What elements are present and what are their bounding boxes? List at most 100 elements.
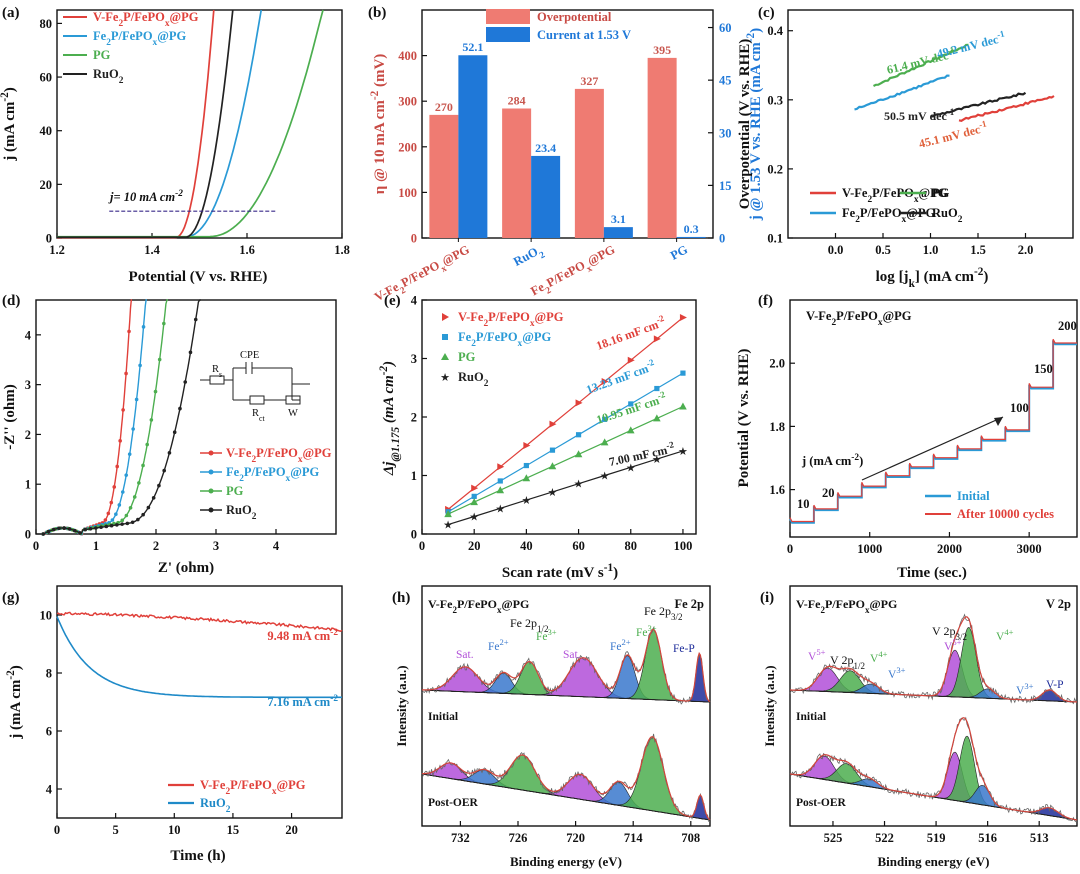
y-tick-label: 45 <box>719 74 732 88</box>
y-axis-label: j (mA cm-2) <box>0 87 18 162</box>
y-tick-label: 80 <box>40 17 53 31</box>
x-tick-label: 732 <box>451 831 470 845</box>
legend-entry: RuO2 <box>932 206 963 225</box>
data-marker <box>132 495 137 499</box>
y-axis-label-left: η @ 10 mA cm-2 (mV) <box>369 54 388 195</box>
bar-current <box>531 155 561 238</box>
data-label: 327 <box>580 74 598 88</box>
peak-label: V5+ <box>808 647 826 663</box>
y-tick-label: 1 <box>411 469 417 483</box>
x-tick-label: 2.0 <box>1018 243 1034 257</box>
data-marker <box>157 483 161 488</box>
x-axis-label: Potential (V vs. RHE) <box>129 269 268 285</box>
data-marker <box>153 389 158 394</box>
bar-overpotential <box>429 114 459 238</box>
panel-d: (d) 0 1 2 3 4 0 1 2 3 4 Z' (ohm) -Z'' (ohm) CPE Rs Rct W… <box>2 293 337 576</box>
data-marker <box>115 464 119 469</box>
legend-entry: PG <box>93 48 111 62</box>
legend-marker <box>208 450 214 456</box>
data-marker <box>114 512 118 517</box>
y-tick-label: 3 <box>411 352 417 366</box>
sample-label: V-Fe2P/FePOx@PG <box>428 597 529 615</box>
x-tick-label: 0 <box>419 539 425 553</box>
data-label: 270 <box>435 100 453 114</box>
y-tick-label: 0 <box>411 528 417 542</box>
data-marker <box>121 408 125 412</box>
bar-overpotential <box>574 88 604 238</box>
data-marker <box>109 523 114 528</box>
data-marker <box>470 498 478 506</box>
condition-label: Initial <box>428 711 458 723</box>
y-tick-label: 2 <box>411 411 417 425</box>
envelope-fit <box>790 616 1078 703</box>
data-marker <box>162 321 166 326</box>
stability-line-1 <box>56 616 342 699</box>
data-marker: ★ <box>626 462 636 474</box>
fit-line-2 <box>447 405 684 515</box>
legend-marker <box>208 507 214 513</box>
y-tick-label: 30 <box>719 126 732 140</box>
y-axis-label: j (mA cm-2) <box>5 665 24 740</box>
data-marker: ★ <box>495 503 505 515</box>
peak-label: Fe2+ <box>610 637 631 653</box>
legend-marker <box>441 353 449 360</box>
data-label: 395 <box>653 43 671 57</box>
panel-label: (a) <box>2 5 20 21</box>
data-marker <box>145 442 149 447</box>
x-tick-label: 1 <box>93 539 99 553</box>
data-marker <box>115 523 119 527</box>
data-marker <box>653 335 661 343</box>
x-tick-label: 708 <box>681 831 700 845</box>
data-marker: ★ <box>652 454 662 466</box>
end-value-label: 9.48 mA cm-2 <box>267 628 338 643</box>
y-tick-label: 20 <box>40 178 53 192</box>
data-marker <box>138 363 142 368</box>
background-line <box>422 689 710 703</box>
x-tick-label: 1000 <box>857 542 882 556</box>
data-marker <box>178 406 182 411</box>
data-marker <box>444 510 452 518</box>
data-marker <box>134 397 139 402</box>
data-marker <box>127 329 131 334</box>
condition-label: Initial <box>796 711 826 723</box>
data-marker <box>680 370 686 376</box>
peak-label: Fe-P <box>673 643 695 655</box>
plot-frame <box>421 585 711 827</box>
nyquist-line-0 <box>42 299 132 535</box>
peak-label: Fe 2p1/2 <box>510 616 549 634</box>
data-marker <box>549 420 557 428</box>
y-tick-label: 0 <box>46 232 52 246</box>
data-marker <box>141 512 145 517</box>
envelope-fit <box>421 736 711 821</box>
legend-marker <box>442 334 448 340</box>
data-marker <box>112 521 116 526</box>
tafel-line-3 <box>958 95 1055 122</box>
panel-b: (b) 0 100 200 300 400 0 15 30 45 60 η @ 10 mA cm-2 … <box>368 5 764 304</box>
data-marker <box>602 416 608 422</box>
y-axis-label: Potential (V vs. RHE) <box>736 349 752 488</box>
y-axis-label: Intensity (a.u.) <box>394 665 409 746</box>
data-marker <box>523 462 529 469</box>
legend-entry: Fe2P/FePOx@PG <box>226 465 319 484</box>
peak-label: V3+ <box>888 665 906 681</box>
fit-line-0 <box>447 317 684 510</box>
y-tick-label: 15 <box>719 179 732 193</box>
panel-c: (c) 0.0 0.5 1.0 1.5 2.0 0.1 0.2 0.3 0.4 log [jk] (… <box>737 5 1074 290</box>
data-marker <box>162 468 166 473</box>
x-tick-label: 1.2 <box>49 243 65 257</box>
y-axis-label: Overpotential (V vs. RHE) <box>737 39 753 210</box>
x-tick-label: 40 <box>520 539 533 553</box>
data-marker <box>653 414 661 422</box>
nyquist-line-1 <box>42 299 147 536</box>
background-line <box>421 773 711 821</box>
legend-entry: V-Fe2P/FePOx@PG <box>458 310 564 329</box>
data-label: 52.1 <box>462 40 483 54</box>
x-tick-label: 5 <box>113 823 119 837</box>
bar-current <box>676 236 706 238</box>
y-tick-label: 1.6 <box>769 483 785 497</box>
data-marker <box>167 451 172 455</box>
data-marker <box>110 518 115 522</box>
data-marker <box>137 481 141 485</box>
series-line-2 <box>57 9 324 238</box>
